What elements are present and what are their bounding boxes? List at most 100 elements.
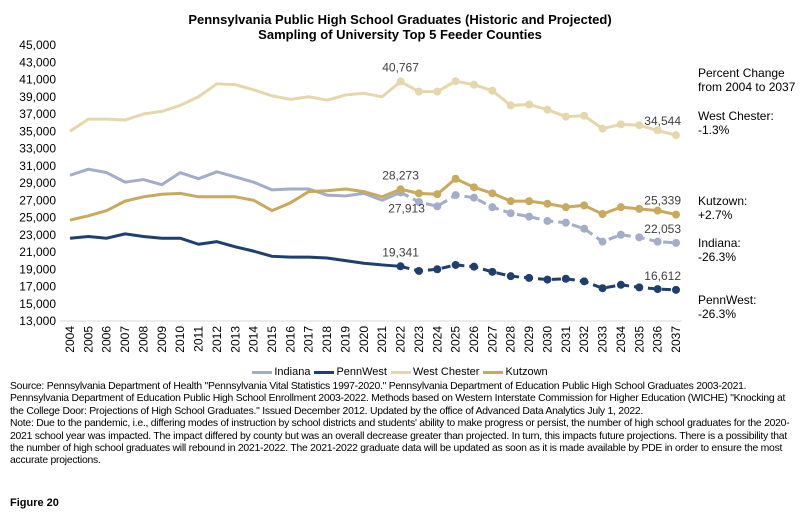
west-chester-data-point <box>414 87 423 96</box>
kutzown-data-point <box>525 197 534 206</box>
y-tick-label: 19,000 <box>19 262 56 276</box>
kutzown-data-point <box>433 190 442 199</box>
x-tick-label: 2020 <box>357 326 371 353</box>
kutzown-data-point <box>672 210 680 219</box>
annotation-pennwest: PennWest: -26.3% <box>698 293 757 321</box>
kutzown-data-point <box>635 204 644 213</box>
west-chester-data-point <box>635 121 644 130</box>
kutzown-data-point <box>580 201 589 210</box>
kutzown-data-point <box>470 183 478 192</box>
pennwest-data-point <box>470 262 478 271</box>
annotation-indiana: Indiana: -26.3% <box>698 236 741 264</box>
kutzown-data-point <box>451 174 460 183</box>
x-tick-label: 2025 <box>449 326 463 353</box>
west-chester-data-point <box>580 111 589 120</box>
west-chester-data-point <box>451 77 460 86</box>
legend-label: Kutzown <box>505 366 548 378</box>
x-tick-label: 2021 <box>375 326 389 353</box>
x-tick-label: 2027 <box>485 326 499 353</box>
legend-label: Indiana <box>274 366 311 378</box>
pennwest-data-point <box>561 274 570 283</box>
indiana-data-point <box>525 212 534 221</box>
x-tick-label: 2031 <box>559 326 573 353</box>
x-tick-label: 2012 <box>210 326 224 353</box>
y-tick-label: 25,000 <box>19 211 56 225</box>
y-tick-label: 35,000 <box>19 124 56 138</box>
pennwest-data-point <box>525 273 534 282</box>
kutzown-data-point <box>506 197 515 206</box>
legend-item: West Chester <box>391 366 479 378</box>
annotation-header: Percent Change from 2004 to 2037 <box>698 66 796 94</box>
x-tick-label: 2026 <box>467 326 481 353</box>
west-chester-data-point <box>616 120 625 129</box>
x-tick-label: 2036 <box>651 326 665 353</box>
kutzown-data-point <box>396 185 405 194</box>
indiana-data-point <box>470 193 478 202</box>
indiana-data-point <box>616 230 625 239</box>
x-tick-label: 2011 <box>192 326 206 352</box>
data-label: 27,913 <box>388 201 425 215</box>
x-tick-label: 2010 <box>173 326 187 353</box>
x-tick-label: 2033 <box>596 326 610 353</box>
y-tick-label: 41,000 <box>19 73 56 87</box>
indiana-data-point <box>580 224 589 233</box>
west-chester-data-point <box>506 101 515 110</box>
x-tick-label: 2022 <box>394 326 408 353</box>
pennwest-data-point <box>672 285 680 294</box>
indiana-data-point <box>635 233 644 242</box>
note-text: Note: Due to the pandemic, i.e., differi… <box>10 418 790 467</box>
west-chester-data-point <box>433 87 442 96</box>
x-tick-label: 2017 <box>302 326 316 353</box>
legend: Indiana PennWest West Chester Kutzown <box>0 366 800 378</box>
legend-swatch <box>252 370 273 374</box>
west-chester-projected-line <box>399 79 677 137</box>
west-chester-data-point <box>653 126 662 135</box>
y-tick-label: 13,000 <box>19 314 56 328</box>
y-tick-label: 37,000 <box>19 107 56 121</box>
pennwest-data-point <box>414 266 423 275</box>
figure-label: Figure 20 <box>10 497 59 509</box>
y-tick-label: 23,000 <box>19 228 56 242</box>
data-label: 25,339 <box>644 194 681 208</box>
pennwest-data-point <box>433 265 442 274</box>
x-tick-label: 2015 <box>265 326 279 353</box>
annotation-kutzown: Kutzown: +2.7% <box>698 194 748 222</box>
indiana-data-point <box>561 218 570 227</box>
x-tick-label: 2030 <box>540 326 554 353</box>
x-tick-label: 2004 <box>63 326 77 353</box>
chart-title: Pennsylvania Public High School Graduate… <box>188 12 612 27</box>
kutzown-data-point <box>616 203 625 212</box>
west-chester-data-point <box>488 86 497 95</box>
x-tick-label: 2028 <box>504 326 518 353</box>
kutzown-data-point <box>598 210 607 219</box>
west-chester-data-point <box>470 80 478 89</box>
y-tick-label: 33,000 <box>19 142 56 156</box>
indiana-data-point <box>653 237 662 246</box>
legend-swatch <box>391 370 411 374</box>
x-tick-label: 2009 <box>155 326 169 353</box>
source-text: Source: Pennsylvania Department of Healt… <box>10 381 786 417</box>
y-tick-label: 45,000 <box>19 38 56 52</box>
x-tick-label: 2013 <box>228 326 242 353</box>
data-label: 28,273 <box>382 168 419 182</box>
pennwest-data-point <box>488 267 497 276</box>
west-chester-data-point <box>543 105 552 114</box>
x-tick-label: 2016 <box>283 326 297 353</box>
indiana-data-point <box>672 238 680 247</box>
x-tick-label: 2014 <box>247 326 261 353</box>
kutzown-historic-line <box>69 187 402 222</box>
west-chester-data-point <box>672 131 680 140</box>
legend-label: PennWest <box>336 366 387 378</box>
x-tick-label: 2032 <box>577 326 591 353</box>
plot-area: 13,000 15,000 17,000 19,000 21,000 23,000 25,0… <box>19 38 683 353</box>
x-tick-label: 2008 <box>136 326 150 353</box>
west-chester-data-point <box>561 112 570 121</box>
kutzown-data-point <box>561 203 570 212</box>
annotation-west-chester: West Chester: -1.3% <box>698 109 774 137</box>
indiana-projected-line <box>399 191 677 245</box>
y-tick-label: 27,000 <box>19 193 56 207</box>
x-tick-label: 2005 <box>81 326 95 353</box>
west-chester-data-point <box>598 124 607 133</box>
data-label: 16,612 <box>644 269 681 283</box>
y-tick-label: 17,000 <box>19 280 56 294</box>
